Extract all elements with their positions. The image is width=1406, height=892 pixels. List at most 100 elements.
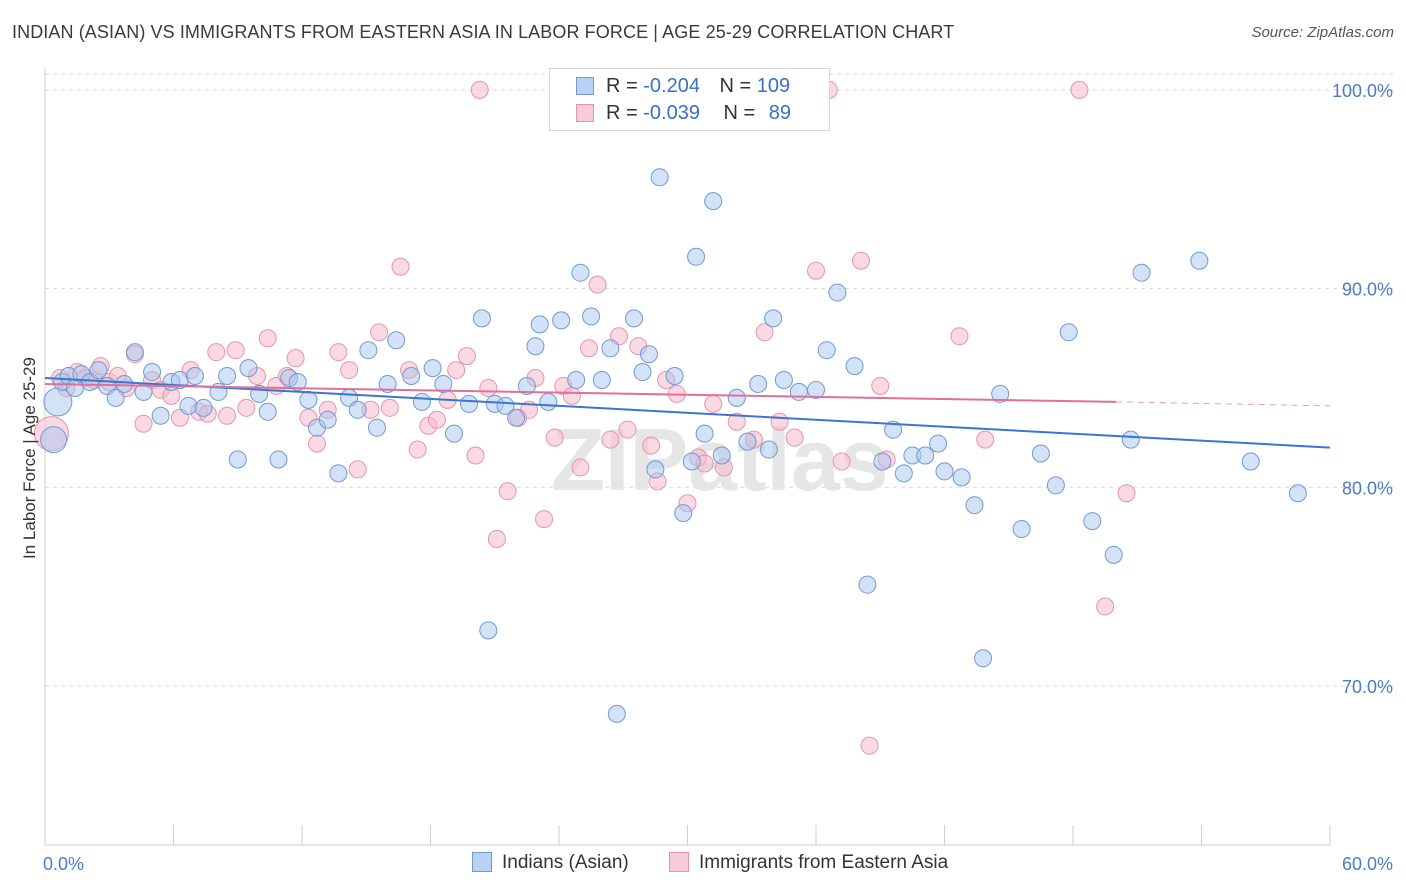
data-point-immigrants	[832, 452, 851, 471]
data-point-immigrants	[218, 406, 237, 425]
data-point-indians	[496, 396, 515, 415]
trend-line-indians	[44, 377, 1331, 449]
data-point-indians	[258, 402, 277, 421]
legend-n-value: 109	[756, 75, 791, 97]
legend-n-value: 89	[768, 102, 792, 124]
y-tick-label: 70.0%	[1342, 677, 1393, 697]
data-point-indians	[633, 363, 652, 382]
data-point-immigrants	[704, 394, 723, 413]
data-point-immigrants	[380, 398, 399, 417]
data-point-immigrants	[976, 430, 995, 449]
data-point-indians	[764, 309, 783, 328]
data-point-immigrants	[755, 323, 774, 342]
data-point-immigrants	[545, 428, 564, 447]
data-point-immigrants	[642, 436, 661, 455]
data-point-immigrants	[466, 446, 485, 465]
data-point-indians	[929, 434, 948, 453]
data-point-indians	[674, 504, 693, 523]
data-point-indians	[639, 345, 658, 364]
data-point-indians	[759, 440, 778, 459]
data-point-indians	[828, 283, 847, 302]
data-point-immigrants	[520, 400, 539, 419]
data-point-immigrants	[479, 378, 498, 397]
data-point-indians	[592, 371, 611, 389]
series-indians-asian	[40, 168, 1307, 723]
data-point-indians	[704, 192, 723, 211]
y-tick-label: 80.0%	[1342, 478, 1393, 498]
legend-r-label: R =	[606, 75, 638, 97]
data-point-immigrants	[871, 376, 890, 395]
data-point-immigrants	[391, 257, 410, 276]
legend-n-label: N =	[723, 102, 756, 124]
bottom-legend-swatch-pink	[669, 852, 689, 872]
data-point-immigrants	[727, 412, 746, 431]
data-point-indians	[727, 388, 746, 407]
data-point-immigrants	[1070, 80, 1089, 99]
axes	[44, 68, 1331, 846]
data-point-indians	[845, 357, 864, 376]
data-point-immigrants	[950, 327, 969, 346]
correlation-legend: R = -0.204 N = 109 R = -0.039 N = 89	[549, 68, 830, 131]
data-point-indians	[682, 452, 701, 471]
data-point-indians	[507, 408, 526, 427]
bottom-legend-swatch-blue	[472, 852, 492, 872]
data-point-indians	[1012, 520, 1031, 539]
x-tick-label-min: 0.0%	[43, 854, 84, 874]
data-point-indians	[873, 452, 892, 471]
data-point-immigrants	[571, 458, 590, 477]
data-point-indians	[1241, 452, 1260, 471]
data-point-immigrants	[226, 341, 245, 360]
legend-swatch-pink	[576, 104, 594, 122]
data-point-indians	[228, 450, 247, 469]
data-point-immigrants	[447, 361, 466, 380]
data-point-indians	[318, 410, 337, 429]
data-point-indians	[991, 384, 1010, 403]
legend-r-value: -0.204	[643, 75, 700, 97]
data-point-indians	[665, 367, 684, 386]
data-point-immigrants	[134, 414, 153, 433]
data-point-immigrants	[207, 343, 226, 362]
data-point-indians	[526, 337, 545, 356]
data-point-immigrants	[348, 460, 367, 479]
gridlines	[45, 73, 1395, 687]
data-point-immigrants	[535, 510, 554, 529]
data-point-indians	[143, 363, 162, 382]
y-axis-label: In Labor Force | Age 25-29	[20, 357, 39, 559]
data-point-indians	[179, 396, 198, 415]
data-point-indians	[974, 649, 993, 668]
data-point-indians	[423, 359, 442, 378]
data-point-immigrants	[307, 434, 326, 453]
data-point-immigrants	[588, 275, 607, 294]
data-point-indians	[607, 704, 626, 723]
legend-row-indians: R = -0.204 N = 109	[576, 75, 790, 99]
data-point-immigrants	[340, 361, 359, 380]
data-point-immigrants	[258, 329, 277, 348]
x-tick-label-max: 60.0%	[1342, 854, 1393, 874]
data-point-immigrants	[785, 428, 804, 447]
legend-r-label: R =	[606, 102, 638, 124]
bottom-legend-indians: Indians (Asian)	[472, 852, 629, 874]
data-point-indians	[269, 450, 288, 469]
data-point-indians	[194, 398, 213, 417]
data-point-immigrants	[427, 410, 446, 429]
data-point-indians	[965, 496, 984, 515]
y-tick-label: 90.0%	[1342, 280, 1393, 300]
data-point-indians	[89, 361, 108, 380]
legend-row-immigrants: R = -0.039 N = 89	[576, 102, 791, 126]
data-point-immigrants	[370, 323, 389, 342]
data-point-indians	[387, 331, 406, 350]
data-point-indians	[789, 382, 808, 401]
data-point-immigrants	[498, 482, 517, 501]
data-point-immigrants	[329, 343, 348, 362]
data-point-indians	[517, 376, 536, 395]
data-point-immigrants	[470, 80, 489, 99]
data-point-indians	[687, 247, 706, 266]
data-point-indians	[412, 392, 431, 411]
legend-r-value: -0.039	[643, 102, 700, 124]
data-point-indians	[530, 315, 549, 334]
tick-labels: 70.0% 80.0% 90.0% 100.0% 0.0% 60.0%	[43, 81, 1393, 874]
data-point-indians	[884, 420, 903, 439]
data-point-indians	[106, 388, 125, 407]
data-point-indians	[1104, 545, 1123, 564]
data-point-indians	[1132, 263, 1151, 282]
